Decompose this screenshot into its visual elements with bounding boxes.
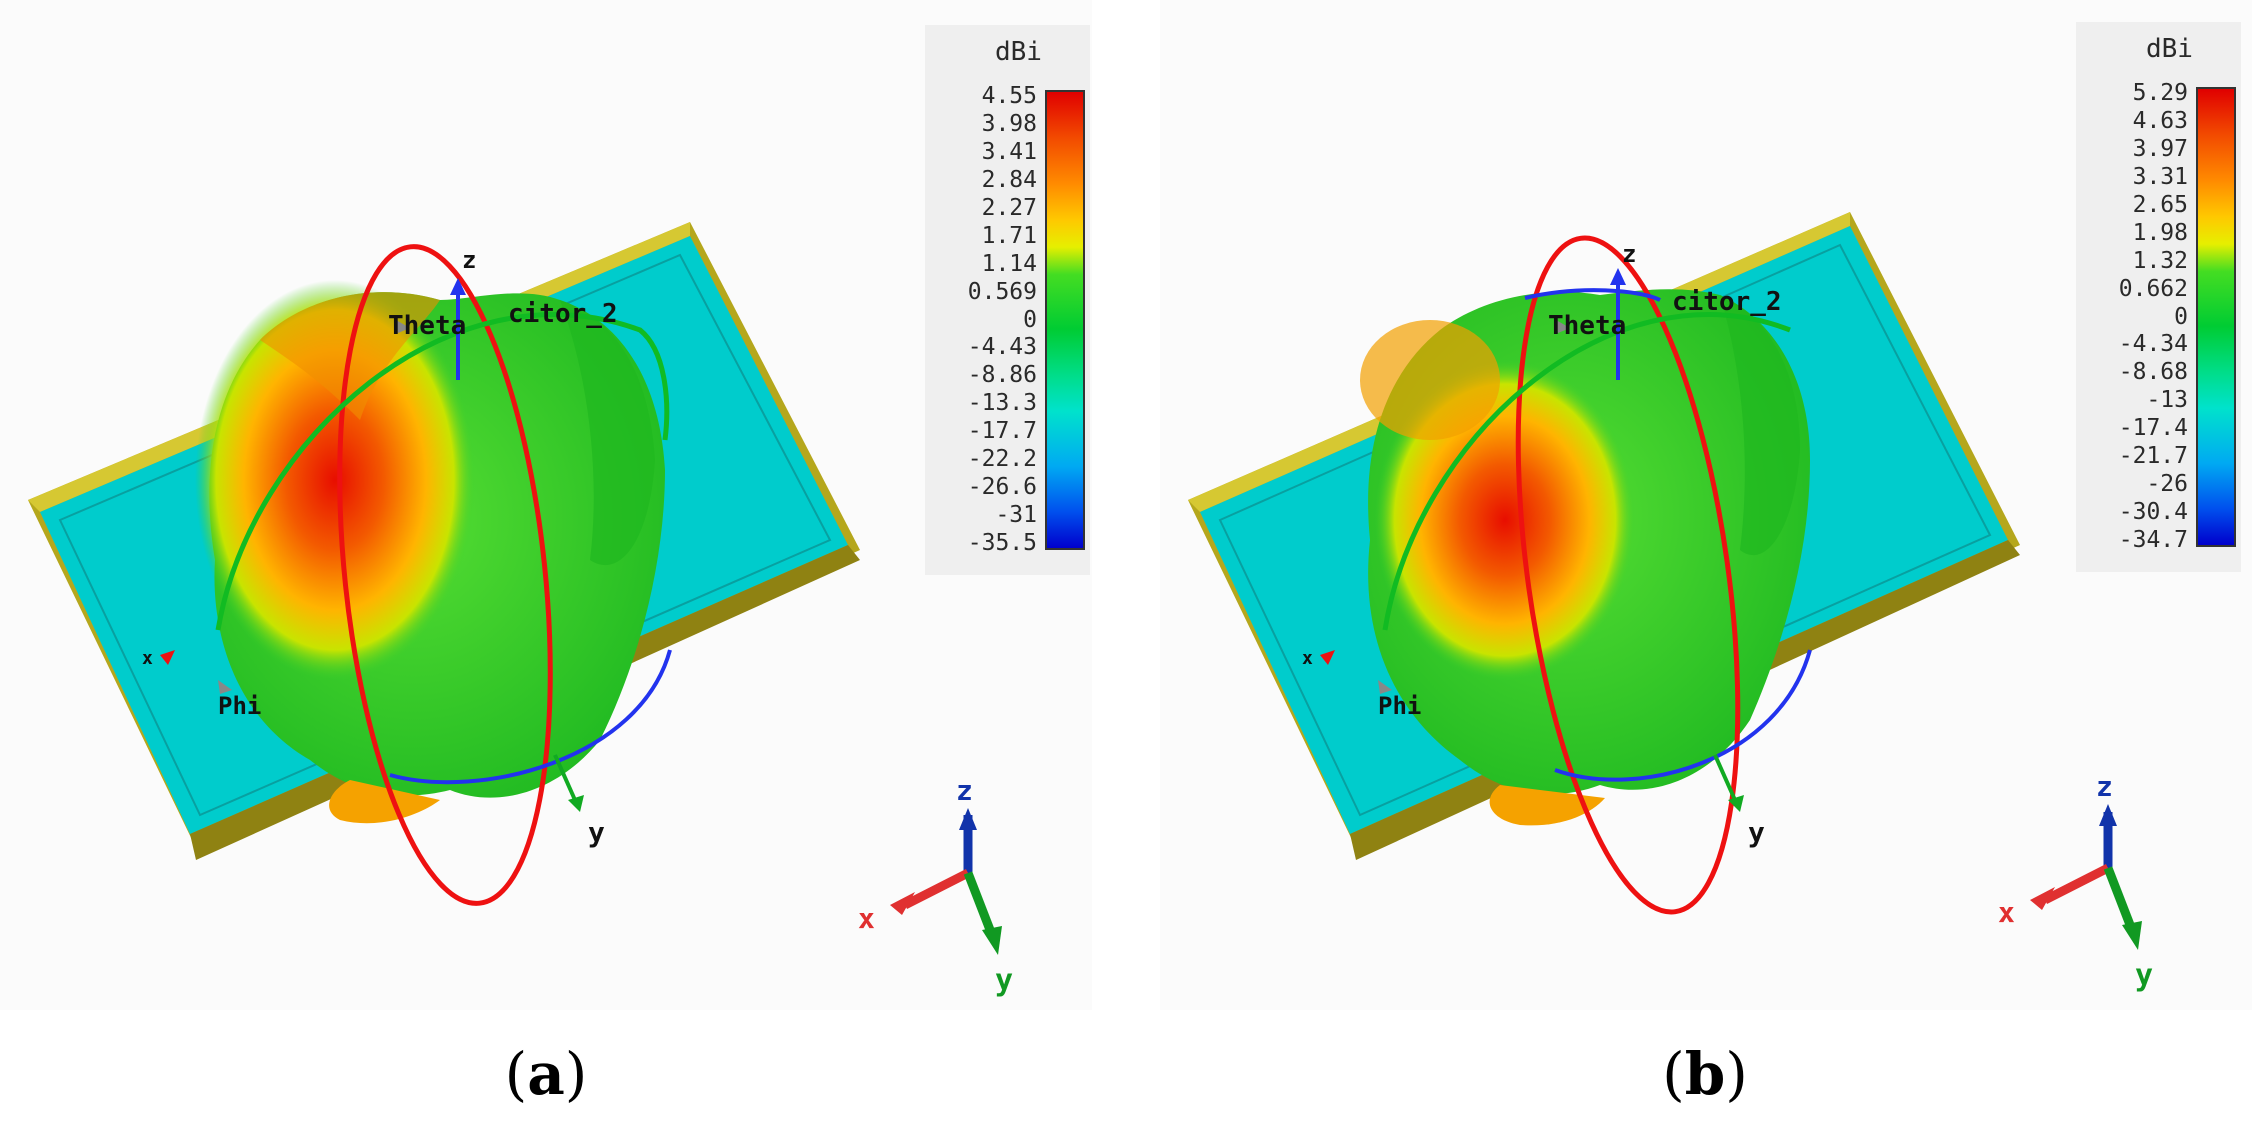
legend-tick: -31 [995,502,1037,529]
theta-arc-a [337,244,553,906]
label-x-a: x [142,648,153,669]
triad-x-a: x [858,902,875,935]
legend-tick: 4.63 [2132,107,2188,134]
legend-tick: 5.29 [2132,80,2188,106]
legend-tick: -13 [2146,387,2188,414]
legend-tick: 2.27 [981,194,1037,221]
label-z-a: z [462,246,476,274]
label-theta-a: Theta [388,311,466,341]
legend-tick: 3.31 [2132,163,2188,190]
label-phi-a: Phi [218,692,261,720]
legend-tick: 0 [1023,306,1037,333]
legend-unit-a: dBi [995,37,1042,67]
panel-label-a: (a) [504,1040,588,1108]
theta-arc-b [1515,235,1741,915]
label-theta-b: Theta [1548,311,1626,341]
legend-tick: -21.7 [2118,443,2188,470]
label-z-b: z [1622,240,1636,268]
axis-triad-a: z x y [858,774,1013,998]
legend-tick: -8.68 [2118,359,2188,386]
legend-tick: 3.97 [2132,135,2188,162]
colorbar-b [2196,87,2236,547]
legend-tick: 3.41 [981,138,1037,165]
legend-tick: -8.86 [967,362,1037,389]
legend-ticks-a: 4.55 3.98 3.41 2.84 2.27 1.71 1.14 0.569 0 -4.43-… [925,85,1037,555]
panel-label-b: (b) [1662,1040,1748,1108]
triad-y-b: y [2135,958,2153,993]
legend-tick: 2.84 [981,166,1037,193]
legend-tick: -17.7 [967,418,1037,445]
triad-z-a: z [956,774,973,807]
farfield-scene-b: z Theta citor_2 Phi x y z x y [1188,212,2153,993]
triad-y-a: y [995,963,1013,998]
label-y-b: y [1748,816,1765,849]
legend-tick: -30.4 [2118,499,2188,526]
legend-tick: 1.98 [2132,219,2188,246]
label-y-a: y [588,816,605,849]
panel-b: z Theta citor_2 Phi x y z x y dBi 5.29 4.… [1160,0,2252,1108]
label-x-b: x [1302,648,1313,669]
legend-tick: 0 [2174,303,2188,330]
legend-tick: -34.7 [2118,527,2188,553]
label-component-a: citor_2 [508,299,618,329]
legend-tick: 1.32 [2132,247,2188,274]
legend-tick: 0.662 [2118,275,2188,302]
legend-tick: -22.2 [967,446,1037,473]
panel-a: z Theta citor_2 Phi x y z x y dBi 4.55 3.… [0,0,1092,1108]
radiation-pattern-b [1360,289,1810,826]
local-x-marker-b [1320,650,1335,665]
phi-arc-b [1554,649,1812,782]
legend-tick: 0.569 [967,278,1037,305]
phi-reference-arc-b [1382,312,1791,631]
triad-z-b: z [2096,770,2113,803]
legend-tick: -35.5 [967,530,1037,556]
phi-reference-arc-a [215,312,670,631]
legend-tick: 3.98 [981,110,1037,137]
legend-tick: -17.4 [2118,415,2188,442]
legend-unit-b: dBi [2146,34,2193,64]
legend-tick: 4.55 [981,83,1037,109]
farfield-view-a[interactable]: z Theta citor_2 Phi x y z x y dBi 4.55 3.… [0,0,1092,1010]
farfield-view-b[interactable]: z Theta citor_2 Phi x y z x y dBi 5.29 4.… [1160,0,2252,1010]
axis-triad-b: z x y [1998,770,2153,993]
colorbar-a [1045,90,1085,550]
label-phi-b: Phi [1378,692,1421,720]
legend-tick: 1.14 [981,250,1037,277]
local-y-axis-b [1713,754,1737,801]
legend-ticks-b: 5.29 4.63 3.97 3.31 2.65 1.98 1.32 0.662 0 -4.34-… [2076,82,2188,552]
local-y-axis-a [553,754,577,801]
color-legend-b: dBi 5.29 4.63 3.97 3.31 2.65 1.98 1.32 0.662 0 -4… [2076,22,2241,572]
legend-tick: -26.6 [967,474,1037,501]
legend-tick: 2.65 [2132,191,2188,218]
triad-x-b: x [1998,896,2015,929]
color-legend-a: dBi 4.55 3.98 3.41 2.84 2.27 1.71 1.14 0.569 0 -4… [925,25,1090,575]
legend-tick: -26 [2146,471,2188,498]
legend-tick: 1.71 [981,222,1037,249]
legend-tick: -4.34 [2118,331,2188,358]
local-x-marker-a [160,650,175,665]
label-component-b: citor_2 [1672,287,1782,317]
phi-arc-a [389,649,672,785]
legend-tick: -13.3 [967,390,1037,417]
farfield-scene-a: z Theta citor_2 Phi x y z x y [28,222,1013,998]
legend-tick: -4.43 [967,334,1037,361]
